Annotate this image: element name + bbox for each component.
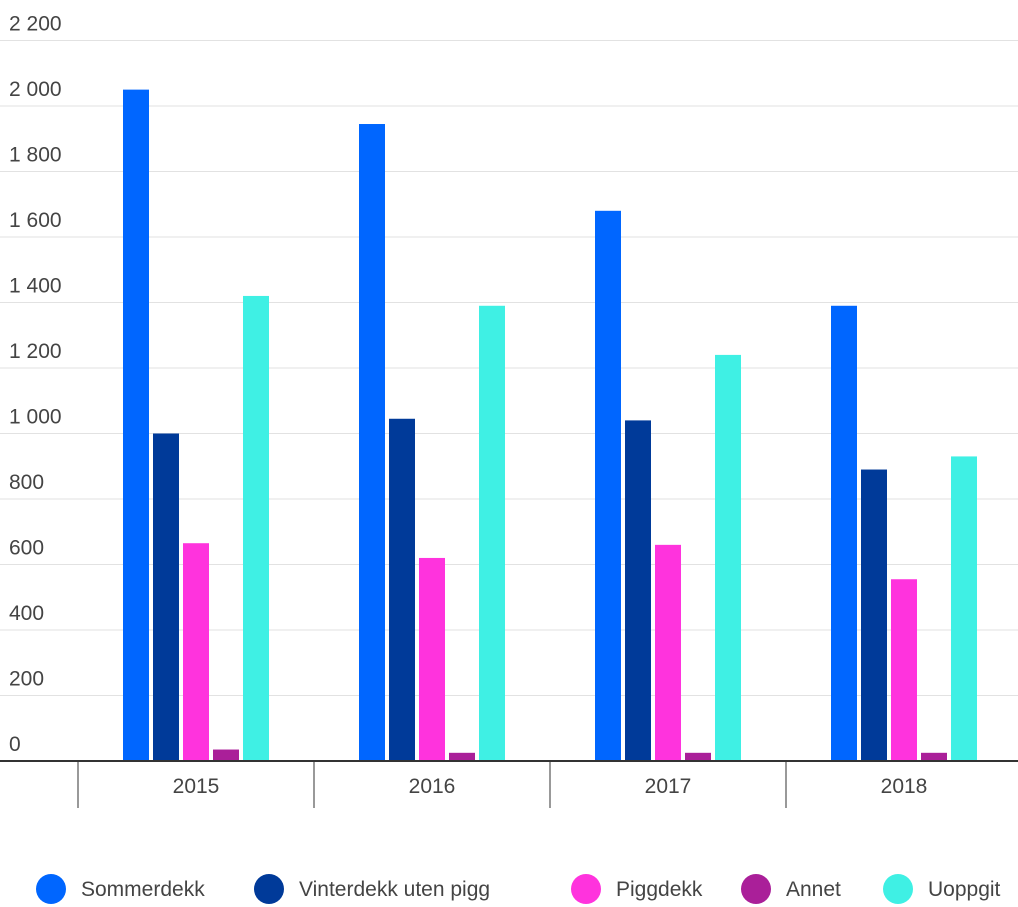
bar-uoppgit-2017[interactable] (715, 354, 741, 761)
bar-annet-2017[interactable] (685, 752, 711, 761)
legend-item-annet[interactable]: Annet (741, 874, 841, 904)
legend-label: Vinterdekk uten pigg (299, 878, 490, 901)
legend-swatch-icon (741, 874, 771, 904)
bar-annet-2018[interactable] (921, 752, 947, 761)
x-tick-label: 2015 (173, 775, 220, 798)
bar-vinterdekk-uten-pigg-2016[interactable] (389, 418, 415, 761)
y-tick-label: 800 (9, 471, 44, 494)
x-axis (0, 760, 1018, 808)
y-tick-label: 0 (9, 733, 21, 756)
y-axis-tick-labels: 0 200 400 600 800 1 000 1 200 1 400 1 600 1 800 2 … (9, 13, 62, 757)
y-tick-label: 1 600 (9, 209, 62, 232)
bar-uoppgit-2016[interactable] (479, 305, 505, 761)
bar-vinterdekk-uten-pigg-2017[interactable] (625, 420, 651, 761)
bars (123, 89, 977, 762)
y-tick-label: 1 800 (9, 144, 62, 167)
y-tick-label: 1 400 (9, 275, 62, 298)
y-tick-label: 2 200 (9, 13, 62, 36)
bar-piggdekk-2016[interactable] (419, 557, 445, 761)
y-tick-label: 1 000 (9, 406, 62, 429)
legend[interactable]: Sommerdekk Vinterdekk uten pigg Piggdekk An… (36, 874, 1001, 904)
bar-vinterdekk-uten-pigg-2018[interactable] (861, 469, 887, 761)
legend-swatch-icon (36, 874, 66, 904)
legend-label: Annet (786, 878, 841, 901)
legend-swatch-icon (254, 874, 284, 904)
x-axis-tick-labels: 2015 2016 2017 2018 (173, 775, 928, 798)
legend-item-vinterdekk-uten-pigg[interactable]: Vinterdekk uten pigg (254, 874, 490, 904)
legend-label: Uoppgit (928, 878, 1001, 901)
x-tick-label: 2016 (409, 775, 456, 798)
bar-piggdekk-2017[interactable] (655, 544, 681, 761)
bar-annet-2015[interactable] (213, 749, 239, 761)
x-tick-label: 2018 (881, 775, 928, 798)
bar-sommerdekk-2017[interactable] (595, 210, 621, 762)
y-tick-label: 1 200 (9, 340, 62, 363)
y-tick-label: 600 (9, 537, 44, 560)
bar-sommerdekk-2015[interactable] (123, 89, 149, 761)
legend-item-sommerdekk[interactable]: Sommerdekk (36, 874, 205, 904)
x-tick-label: 2017 (645, 775, 692, 798)
y-tick-label: 2 000 (9, 78, 62, 101)
legend-label: Piggdekk (616, 878, 703, 901)
bar-sommerdekk-2016[interactable] (359, 124, 385, 761)
bar-annet-2016[interactable] (449, 752, 475, 761)
bar-piggdekk-2015[interactable] (183, 543, 209, 761)
legend-item-piggdekk[interactable]: Piggdekk (571, 874, 703, 904)
y-tick-label: 400 (9, 602, 44, 625)
legend-swatch-icon (883, 874, 913, 904)
bar-piggdekk-2018[interactable] (891, 579, 917, 761)
legend-label: Sommerdekk (81, 878, 205, 901)
bar-vinterdekk-uten-pigg-2015[interactable] (153, 433, 179, 762)
bar-sommerdekk-2018[interactable] (831, 305, 857, 761)
bar-uoppgit-2015[interactable] (243, 295, 269, 761)
y-tick-label: 200 (9, 668, 44, 691)
bar-uoppgit-2018[interactable] (951, 456, 977, 761)
legend-item-uoppgit[interactable]: Uoppgit (883, 874, 1001, 904)
legend-swatch-icon (571, 874, 601, 904)
